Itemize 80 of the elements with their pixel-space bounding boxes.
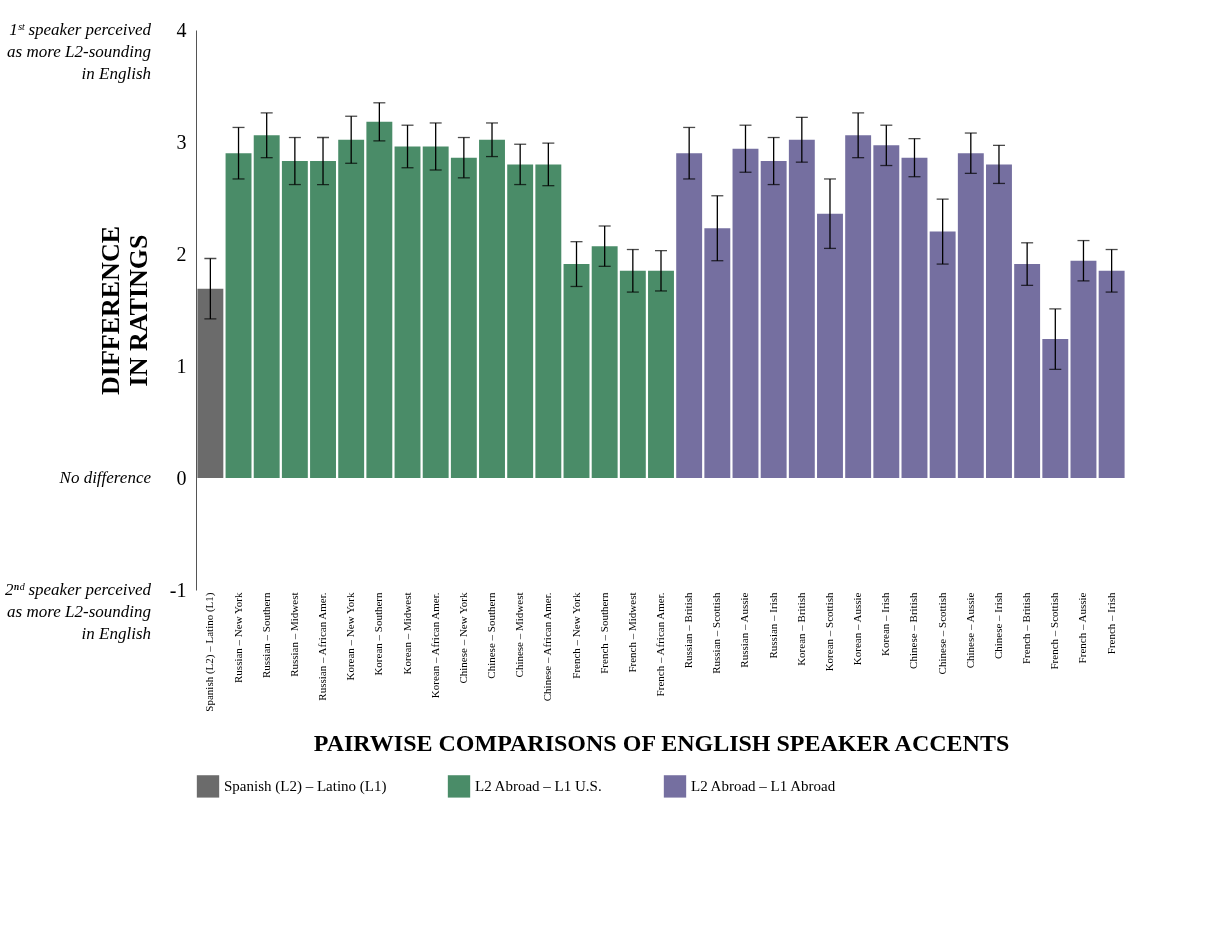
x-tick-label: Russian – African Amer. xyxy=(316,592,329,701)
x-tick-label: Chinese – African Amer. xyxy=(541,592,554,702)
bar xyxy=(1014,264,1041,478)
x-tick-label: Russian – Aussie xyxy=(738,592,751,668)
legend-label: L2 Abroad – L1 Abroad xyxy=(691,778,836,795)
legend-label: Spanish (L2) – Latino (L1) xyxy=(224,778,387,796)
bar xyxy=(253,135,280,478)
legend-label: L2 Abroad – L1 U.S. xyxy=(475,778,602,795)
x-tick-label: Russian – New York xyxy=(231,592,244,683)
x-tick-label: Korean – African Amer. xyxy=(428,592,441,699)
bar xyxy=(732,148,759,478)
x-tick-label: Korean – Southern xyxy=(372,592,385,676)
bar xyxy=(1042,339,1069,478)
bar xyxy=(619,270,646,478)
x-tick-label: Chinese – Scottish xyxy=(935,592,948,675)
bar xyxy=(929,231,956,478)
y-tick-label: 4 xyxy=(176,18,187,41)
x-tick-label: French – Southern xyxy=(597,592,610,674)
bar xyxy=(845,135,872,478)
bar xyxy=(873,145,900,478)
bar xyxy=(704,228,731,478)
bar xyxy=(310,161,336,478)
bar xyxy=(225,153,252,478)
bar xyxy=(957,153,984,478)
text: No difference xyxy=(58,468,152,487)
y-tick-label: 1 xyxy=(176,354,187,377)
x-tick-label: Korean – British xyxy=(794,592,807,666)
x-tick-label: Spanish (L2) – Latino (L1) xyxy=(203,592,217,712)
x-tick-label: Russian – Irish xyxy=(766,592,779,659)
x-tick-label: Chinese – Midwest xyxy=(513,592,526,678)
bar xyxy=(394,146,421,478)
text: 1ˢᵗ speaker perceived as more L2-sounding in English xyxy=(7,20,152,83)
x-tick-label: Chinese – British xyxy=(907,592,920,669)
bar xyxy=(422,146,449,478)
x-tick-label: Chinese – New York xyxy=(456,592,469,684)
x-axis-title: PAIRWISE COMPARISONS OF ENGLISH SPEAKER ACCENTS xyxy=(313,729,1010,756)
x-tick-label: French – African Amer. xyxy=(654,592,666,697)
y-tick-label: 0 xyxy=(176,466,187,489)
bar xyxy=(986,164,1012,478)
bar xyxy=(281,161,308,478)
y-tick-label: 3 xyxy=(176,130,187,153)
x-tick-label: Korean – Irish xyxy=(879,592,892,657)
bar xyxy=(197,288,224,478)
x-tick-label: French – Midwest xyxy=(625,592,638,673)
y-axis-title: DIFFERENCE IN RATINGS xyxy=(95,225,153,396)
bar xyxy=(760,161,787,478)
x-tick-label: Korean – Aussie xyxy=(851,592,864,666)
x-tick-label: Chinese – Irish xyxy=(991,592,1004,660)
x-tick-label: French – Aussie xyxy=(1076,592,1089,664)
y-tick-label: -1 xyxy=(169,578,187,601)
bar xyxy=(648,270,674,478)
x-tick-label: Korean – Midwest xyxy=(400,592,413,675)
bar xyxy=(479,139,505,478)
x-tick-label: Chinese – Aussie xyxy=(963,592,976,669)
x-tick-label: French – Scottish xyxy=(1048,592,1061,670)
x-tick-label: Russian – Midwest xyxy=(287,592,300,677)
bar xyxy=(591,246,618,478)
bar xyxy=(788,139,815,478)
bar xyxy=(1098,270,1125,478)
x-tick-label: French – British xyxy=(1020,592,1033,664)
x-tick-label: French – Irish xyxy=(1104,592,1117,655)
bar xyxy=(338,139,365,478)
x-tick-label: Chinese – Southern xyxy=(485,592,498,679)
x-tick-label: Korean – New York xyxy=(344,592,357,681)
bar xyxy=(366,121,393,478)
bar xyxy=(535,164,562,478)
bar xyxy=(507,164,534,478)
bar xyxy=(817,213,843,478)
y-tick-label: 2 xyxy=(176,242,187,265)
x-tick-label: French – New York xyxy=(569,592,582,679)
x-tick-label: Russian – British xyxy=(682,592,695,669)
bar xyxy=(901,157,928,478)
bar xyxy=(1070,260,1097,478)
bar xyxy=(676,153,703,478)
x-tick-label: Korean – Scottish xyxy=(822,592,835,672)
bar xyxy=(563,264,590,478)
text: 2ⁿᵈ speaker perceived as more L2-sounding in English xyxy=(5,580,152,643)
x-tick-label: Russian – Scottish xyxy=(710,592,723,674)
x-tick-label: Russian – Southern xyxy=(259,592,272,679)
bar xyxy=(450,157,477,478)
